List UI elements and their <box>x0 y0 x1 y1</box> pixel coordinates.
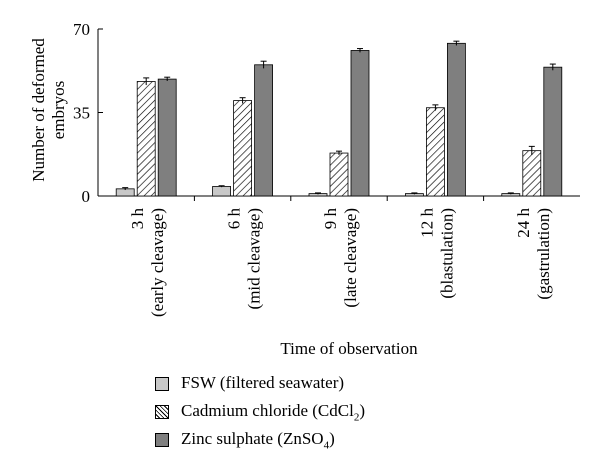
x-axis <box>98 195 580 201</box>
legend: FSW (filtered seawater) Cadmium chloride… <box>155 370 365 454</box>
category-label-stage: (late cleavage) <box>341 208 360 308</box>
category-label-time: 6 h <box>225 208 244 230</box>
bar <box>254 64 274 197</box>
legend-label-zinc-sulphate: Zinc sulphate (ZnSO4) <box>181 428 335 452</box>
error-bars <box>122 40 556 195</box>
category-label-stage: (gastrulation) <box>534 208 553 300</box>
y-axis-label-line1: Number of deformed <box>29 38 48 182</box>
bar <box>425 107 445 197</box>
x-axis-label: Time of observation <box>280 339 418 358</box>
y-axis: 0 35 70 <box>73 20 103 206</box>
bar <box>446 42 466 197</box>
bar <box>212 186 232 197</box>
category-label-time: 3 h <box>128 208 147 230</box>
category-labels: 3 h (early cleavage) 6 h (mid cleavage) 9 h(… <box>128 208 553 318</box>
bar <box>522 150 542 197</box>
y-tick-label: 70 <box>73 20 90 39</box>
bar <box>157 78 177 197</box>
legend-item-zinc-sulphate: Zinc sulphate (ZnSO4) <box>155 426 365 454</box>
category-label-time: 24 h <box>514 208 533 238</box>
category-label-stage: (early cleavage) <box>148 208 167 317</box>
legend-item-fsw: FSW (filtered seawater) <box>155 370 365 398</box>
legend-swatch-zinc-sulphate <box>155 433 169 447</box>
legend-label-fsw: FSW (filtered seawater) <box>181 372 345 392</box>
category-label-stage: (blastulation) <box>437 208 456 299</box>
legend-label-cadmium-chloride: Cadmium chloride (CdCl2) <box>181 400 365 424</box>
legend-swatch-cadmium-chloride <box>155 405 169 419</box>
bar <box>350 50 370 197</box>
category-label-time: 9 h <box>321 208 340 230</box>
bar <box>233 100 253 197</box>
category-label-stage: (mid cleavage) <box>245 208 264 309</box>
bars <box>115 42 563 197</box>
bar <box>329 152 349 197</box>
y-tick-label: 35 <box>73 104 90 123</box>
y-axis-label-line2: embryos <box>49 81 68 140</box>
bar <box>136 81 156 197</box>
category-label-time: 12 h <box>417 208 436 238</box>
y-tick-label: 0 <box>82 187 91 206</box>
bar <box>543 66 563 197</box>
legend-swatch-fsw <box>155 377 169 391</box>
legend-item-cadmium-chloride: Cadmium chloride (CdCl2) <box>155 398 365 426</box>
